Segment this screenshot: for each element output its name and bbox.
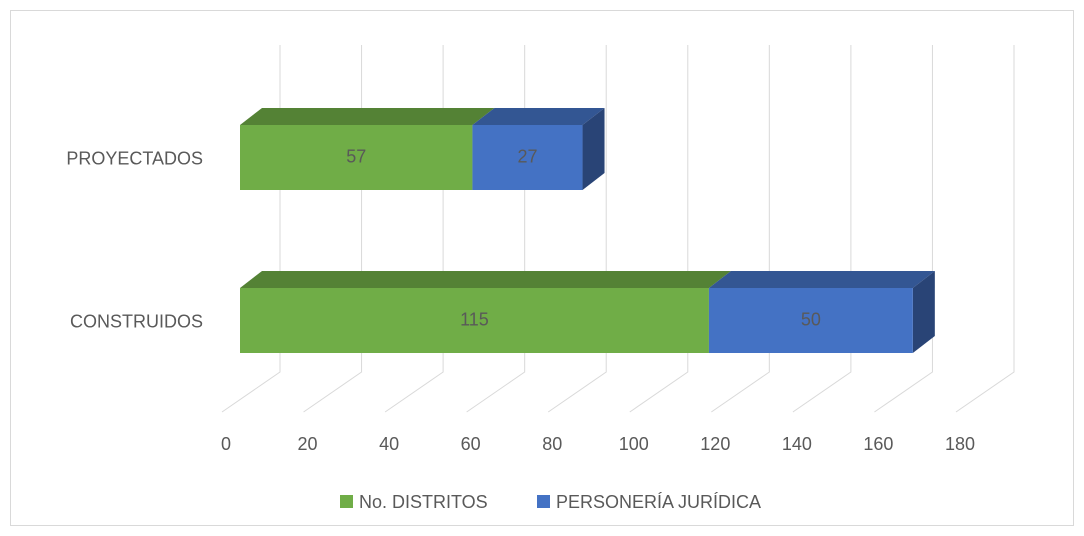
bar-front — [472, 125, 583, 190]
bar-segment — [708, 271, 935, 353]
x-tick-label: 80 — [542, 434, 562, 454]
bar-segment — [240, 108, 495, 190]
grid-line — [629, 45, 689, 413]
bar-front — [708, 288, 913, 353]
category-label: CONSTRUIDOS — [70, 311, 203, 331]
legend-label: No. DISTRITOS — [359, 492, 488, 512]
data-label: 27 — [517, 146, 537, 166]
legend-swatch — [340, 495, 353, 508]
bar-segment — [472, 108, 605, 190]
grid-line — [792, 45, 852, 413]
x-tick-label: 120 — [700, 434, 730, 454]
bar-front — [240, 125, 473, 190]
grid-line — [874, 45, 933, 413]
grid-line — [547, 45, 607, 413]
chart-border — [10, 10, 1074, 526]
legend-label: PERSONERÍA JURÍDICA — [556, 492, 761, 512]
bar-top — [240, 271, 731, 288]
data-label: 115 — [460, 309, 489, 329]
data-label: 50 — [801, 309, 821, 329]
grid-line — [711, 45, 770, 413]
grid-line — [955, 45, 1015, 413]
bar-side — [912, 271, 935, 353]
bar-side — [582, 108, 605, 190]
x-tick-label: 160 — [863, 434, 893, 454]
bar-front — [240, 288, 709, 353]
bar-top — [708, 271, 935, 288]
x-tick-label: 60 — [461, 434, 481, 454]
x-tick-label: 20 — [298, 434, 318, 454]
data-label: 57 — [346, 146, 366, 166]
x-tick-label: 140 — [782, 434, 812, 454]
bar-segment — [240, 271, 731, 353]
x-tick-label: 40 — [379, 434, 399, 454]
category-label: PROYECTADOS — [66, 148, 203, 168]
bar-top — [472, 108, 605, 125]
x-tick-label: 100 — [619, 434, 649, 454]
legend-swatch — [537, 495, 550, 508]
x-tick-label: 180 — [945, 434, 975, 454]
bar-top — [240, 108, 495, 125]
x-tick-label: 0 — [221, 434, 231, 454]
